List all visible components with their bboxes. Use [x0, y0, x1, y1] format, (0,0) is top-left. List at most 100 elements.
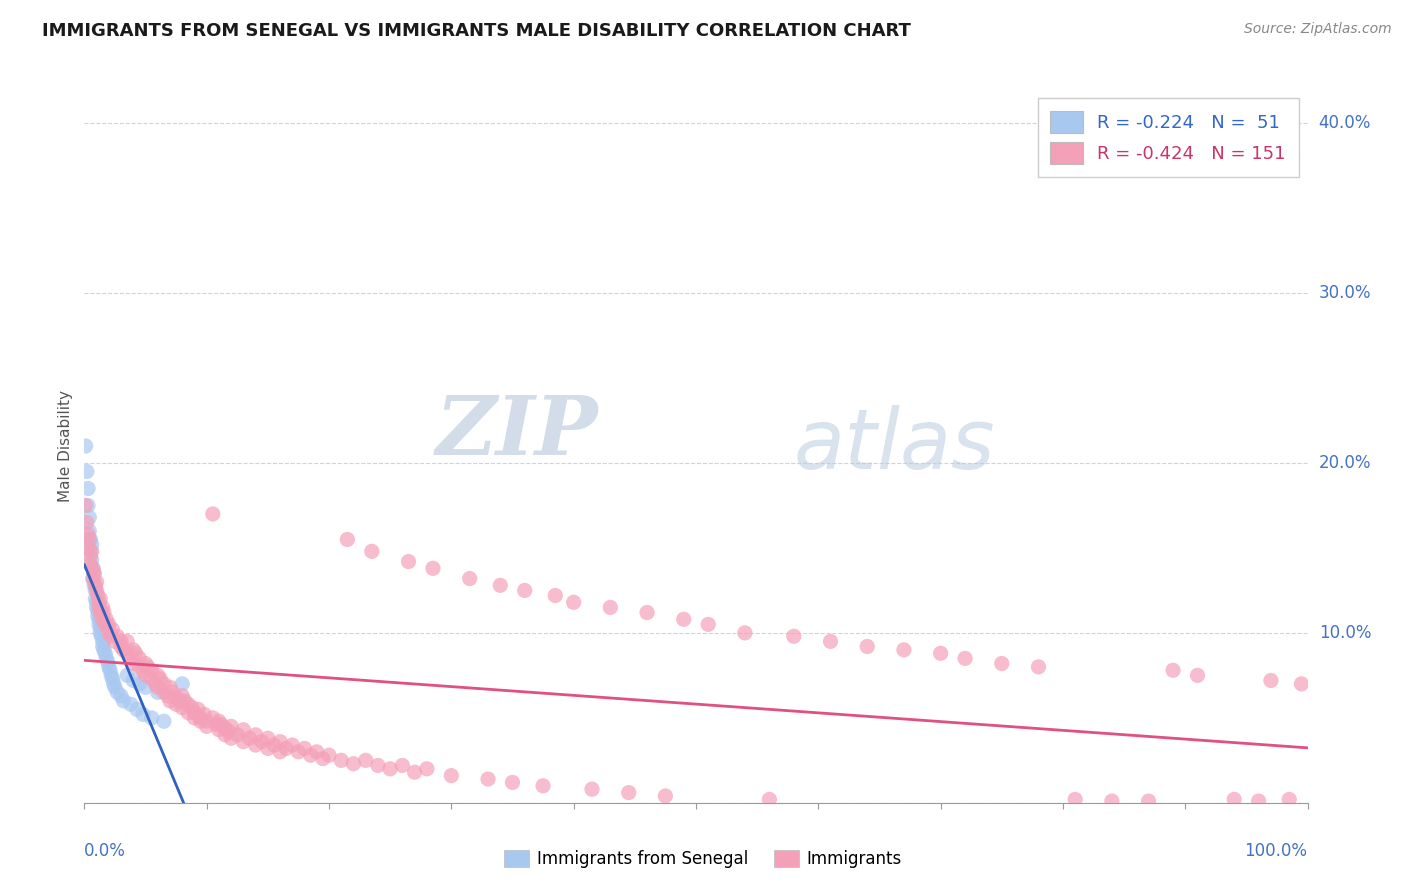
Point — [97, 626, 120, 640]
Point — [299, 748, 322, 763]
Point — [97, 617, 120, 632]
Point — [501, 775, 523, 789]
Point — [105, 685, 128, 699]
Point — [90, 629, 112, 643]
Point — [1247, 794, 1270, 808]
Point — [232, 723, 254, 737]
Point — [86, 600, 108, 615]
Point — [120, 651, 142, 665]
Point — [218, 724, 240, 739]
Point — [82, 572, 104, 586]
Point — [115, 634, 138, 648]
Point — [77, 524, 100, 538]
Point — [219, 731, 242, 746]
Point — [1101, 794, 1123, 808]
Point — [734, 626, 756, 640]
Point — [312, 751, 335, 765]
Point — [135, 657, 157, 671]
Point — [1223, 792, 1246, 806]
Text: atlas: atlas — [794, 406, 995, 486]
Point — [136, 660, 159, 674]
Point — [146, 668, 169, 682]
Point — [416, 762, 439, 776]
Point — [214, 728, 236, 742]
Point — [458, 572, 481, 586]
Point — [581, 782, 603, 797]
Point — [226, 728, 249, 742]
Text: 20.0%: 20.0% — [1319, 454, 1371, 472]
Point — [104, 634, 127, 648]
Point — [97, 621, 120, 635]
Point — [219, 719, 242, 733]
Point — [599, 600, 621, 615]
Text: 30.0%: 30.0% — [1319, 284, 1371, 302]
Text: 100.0%: 100.0% — [1244, 842, 1308, 860]
Point — [112, 643, 135, 657]
Point — [141, 672, 163, 686]
Point — [153, 685, 176, 699]
Point — [89, 621, 111, 635]
Point — [214, 721, 236, 735]
Point — [96, 651, 118, 665]
Point — [201, 507, 224, 521]
Point — [94, 617, 117, 632]
Point — [654, 789, 676, 803]
Point — [143, 677, 166, 691]
Point — [318, 748, 340, 763]
Point — [76, 516, 98, 530]
Point — [354, 753, 377, 767]
Point — [75, 499, 97, 513]
Point — [122, 643, 145, 657]
Point — [173, 694, 195, 708]
Text: IMMIGRANTS FROM SENEGAL VS IMMIGRANTS MALE DISABILITY CORRELATION CHART: IMMIGRANTS FROM SENEGAL VS IMMIGRANTS MA… — [42, 22, 911, 40]
Point — [98, 663, 121, 677]
Point — [269, 734, 291, 748]
Point — [544, 589, 567, 603]
Point — [87, 608, 110, 623]
Point — [149, 672, 172, 686]
Point — [953, 651, 976, 665]
Point — [87, 617, 110, 632]
Point — [84, 578, 107, 592]
Point — [135, 668, 157, 682]
Point — [159, 680, 181, 694]
Point — [87, 589, 110, 603]
Point — [86, 574, 108, 589]
Point — [110, 689, 132, 703]
Point — [1278, 792, 1301, 806]
Point — [128, 651, 150, 665]
Y-axis label: Male Disability: Male Disability — [58, 390, 73, 502]
Point — [77, 482, 100, 496]
Point — [257, 741, 280, 756]
Point — [82, 572, 104, 586]
Point — [103, 677, 125, 691]
Point — [232, 734, 254, 748]
Point — [132, 663, 155, 677]
Point — [101, 672, 124, 686]
Point — [257, 731, 280, 746]
Point — [86, 583, 108, 598]
Point — [83, 566, 105, 581]
Point — [263, 738, 285, 752]
Point — [398, 555, 420, 569]
Point — [330, 753, 353, 767]
Point — [697, 617, 720, 632]
Point — [181, 700, 204, 714]
Point — [79, 544, 101, 558]
Point — [96, 612, 118, 626]
Point — [172, 700, 194, 714]
Point — [360, 544, 382, 558]
Point — [91, 612, 114, 626]
Point — [1064, 792, 1087, 806]
Point — [141, 663, 163, 677]
Point — [201, 711, 224, 725]
Point — [110, 640, 132, 654]
Point — [1291, 677, 1313, 691]
Point — [77, 510, 100, 524]
Point — [122, 657, 145, 671]
Legend: Immigrants from Senegal, Immigrants: Immigrants from Senegal, Immigrants — [498, 843, 908, 875]
Text: ZIP: ZIP — [436, 392, 598, 472]
Point — [165, 698, 187, 712]
Point — [112, 694, 135, 708]
Point — [79, 558, 101, 572]
